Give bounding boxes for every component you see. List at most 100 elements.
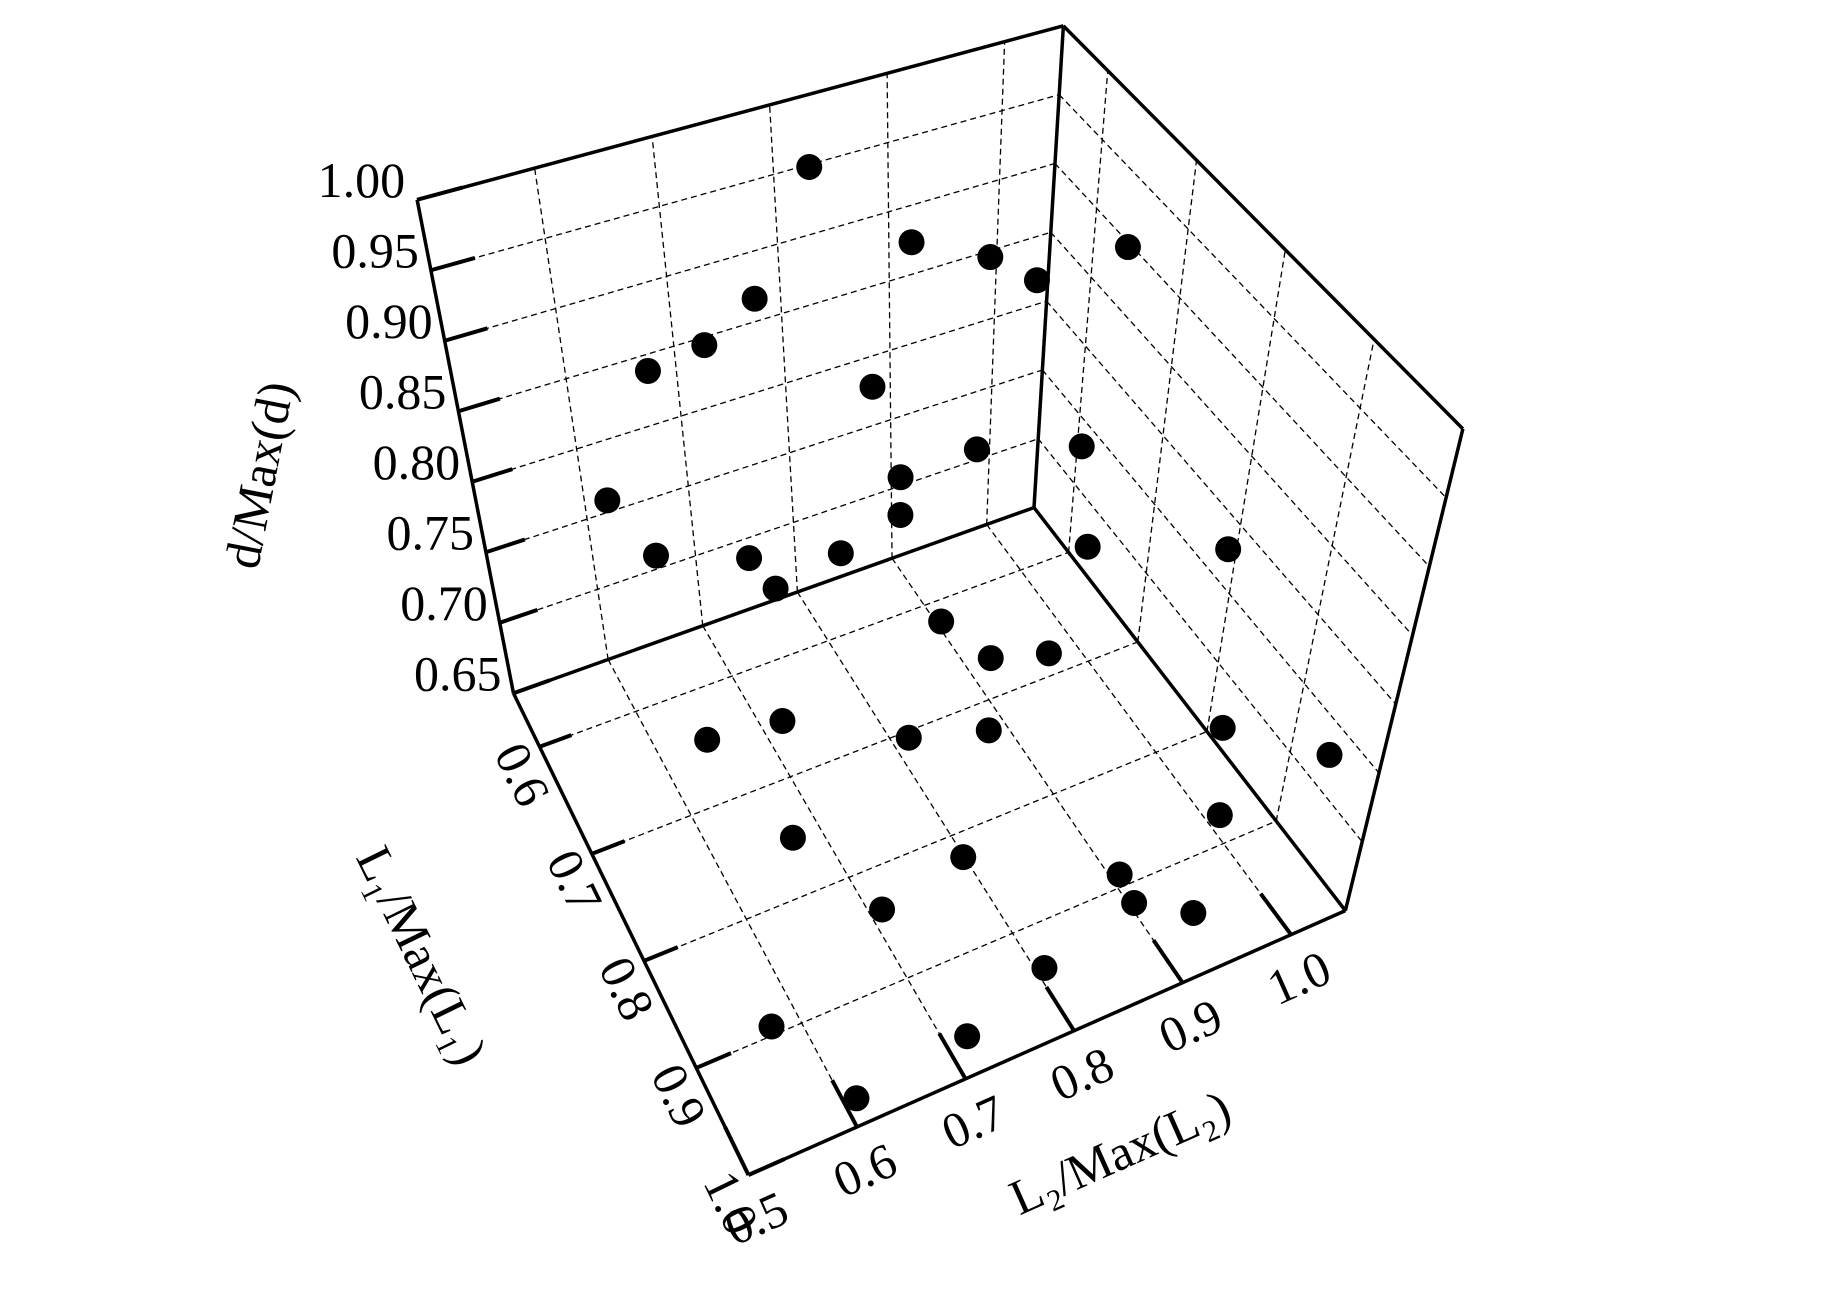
- z-tick: [485, 537, 526, 555]
- x-tick-label: 1.0: [1259, 939, 1339, 1016]
- grid-line: [986, 524, 1292, 936]
- grid-line: [499, 438, 1039, 624]
- grid-line: [607, 659, 858, 1128]
- box-edge: [1032, 506, 1347, 912]
- z-tick-label: 1.00: [318, 152, 406, 208]
- z-tick: [512, 678, 551, 696]
- x-tick: [1151, 939, 1185, 984]
- data-point: [928, 608, 955, 635]
- z-tick-label: 0.85: [359, 364, 447, 420]
- box-edge: [1343, 428, 1465, 912]
- data-point: [843, 1085, 870, 1112]
- data-point: [1035, 640, 1062, 667]
- data-point: [762, 575, 789, 602]
- grid-line: [471, 300, 1047, 483]
- box-edge: [1032, 25, 1066, 508]
- data-point: [1023, 267, 1050, 294]
- data-point: [758, 1013, 785, 1040]
- y-tick-label: 0.9: [640, 1055, 718, 1136]
- grid-line: [430, 94, 1060, 271]
- data-point: [887, 501, 914, 528]
- data-point: [954, 1023, 981, 1050]
- x-tick-label: 0.7: [933, 1084, 1013, 1161]
- x-tick: [1259, 892, 1293, 936]
- data-point: [741, 285, 768, 312]
- grid-line: [1275, 339, 1375, 822]
- box-edge: [747, 909, 1347, 1177]
- box-edge: [511, 692, 751, 1176]
- data-point: [1209, 714, 1236, 741]
- box-edge: [416, 24, 1064, 202]
- data-point: [796, 153, 823, 180]
- data-point: [594, 487, 621, 514]
- grid-line: [986, 41, 1006, 525]
- x-tick: [1044, 985, 1076, 1032]
- y-tick-label: 0.8: [588, 948, 666, 1029]
- x-axis-label: L₂/Max(L₂): [1001, 1079, 1238, 1226]
- data-point: [1031, 954, 1058, 981]
- x-tick: [937, 1032, 968, 1080]
- y-axis-label: L₁/Max(L₁): [345, 837, 498, 1073]
- data-point: [1180, 899, 1207, 926]
- grid-line: [533, 168, 609, 660]
- y-tick: [591, 839, 626, 856]
- data-point: [963, 436, 990, 463]
- grid-line: [796, 591, 1075, 1032]
- z-tick-label: 0.75: [386, 505, 474, 561]
- data-point: [977, 645, 1004, 672]
- y-tick: [747, 1157, 786, 1177]
- grid-line: [1037, 438, 1363, 843]
- data-point: [694, 726, 721, 753]
- data-point: [859, 373, 886, 400]
- data-point: [977, 244, 1004, 271]
- grid-line: [695, 820, 1277, 1069]
- data-point: [869, 896, 896, 923]
- grid-line: [1206, 249, 1286, 732]
- grid-line: [643, 730, 1208, 962]
- grid-line: [1137, 160, 1198, 643]
- data-point: [827, 540, 854, 567]
- grid-line: [1058, 94, 1447, 499]
- z-axis-label: d/Max(d): [213, 377, 304, 573]
- data-point: [643, 542, 670, 569]
- data-point: [895, 724, 922, 751]
- y-tick: [695, 1051, 732, 1070]
- data-point: [950, 844, 977, 871]
- z-tick-label: 0.95: [331, 223, 419, 279]
- grid-line: [768, 104, 799, 593]
- data-point: [634, 357, 661, 384]
- data-point: [691, 332, 718, 359]
- data-point: [736, 545, 763, 572]
- data-point: [975, 717, 1002, 744]
- grid-line: [1050, 231, 1414, 636]
- z-tick: [471, 467, 513, 484]
- x-tick-label: 0.6: [825, 1132, 905, 1209]
- data-point: [1215, 536, 1242, 563]
- z-tick: [430, 256, 476, 273]
- z-tick-label: 0.65: [414, 646, 502, 702]
- grid-line: [539, 551, 1069, 748]
- grid-line: [1067, 70, 1109, 553]
- data-point: [887, 464, 914, 491]
- grid-line: [1041, 369, 1380, 774]
- data-point: [779, 824, 806, 851]
- x-tick-label: 0.9: [1150, 987, 1230, 1064]
- z-tick: [499, 607, 539, 625]
- data-point: [1106, 861, 1133, 888]
- grid-line: [444, 162, 1056, 342]
- z-tick-label: 0.90: [345, 293, 433, 349]
- grid-line: [458, 231, 1051, 412]
- y-tick-label: 0.7: [536, 841, 614, 922]
- z-tick: [416, 185, 463, 202]
- data-point: [1068, 433, 1095, 460]
- data-point: [898, 229, 925, 256]
- z-tick-label: 0.70: [400, 575, 488, 631]
- grid-line: [591, 641, 1139, 855]
- x-tick-label: 0.8: [1042, 1035, 1122, 1112]
- grid-line: [1054, 163, 1430, 567]
- data-point: [1074, 533, 1101, 560]
- grid-line: [651, 136, 704, 626]
- grid-line: [702, 625, 967, 1080]
- y-tick: [538, 733, 573, 749]
